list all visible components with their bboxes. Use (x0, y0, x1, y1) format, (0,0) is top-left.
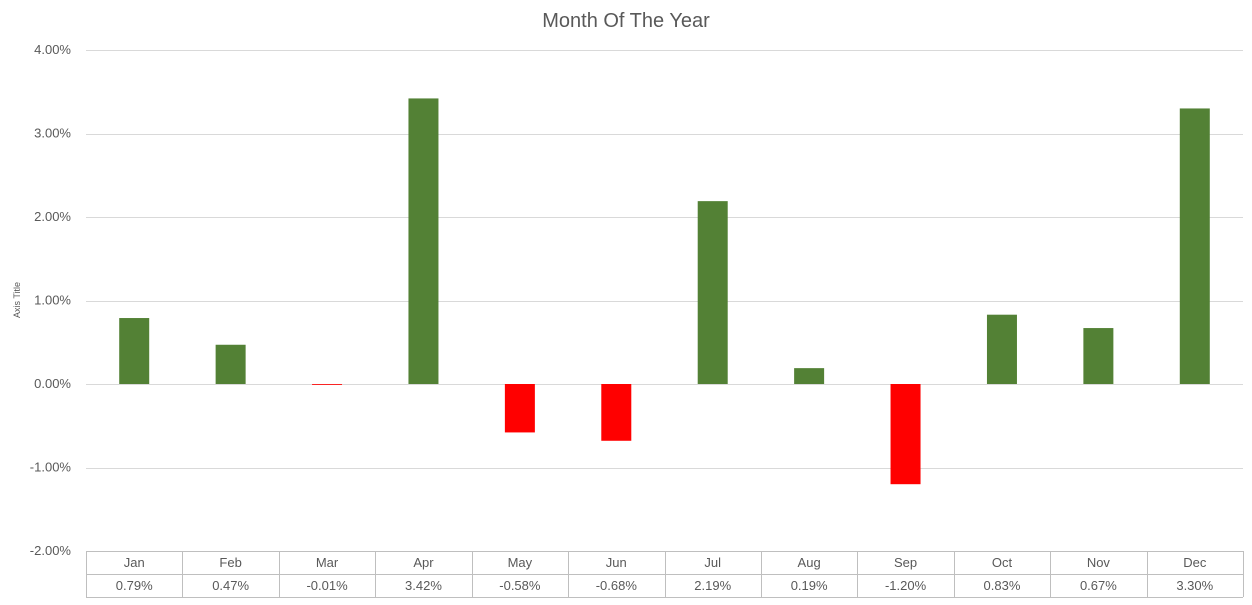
y-axis-title: Axis Title (12, 282, 22, 318)
chart-title: Month Of The Year (542, 10, 710, 32)
data-table-value: -1.20% (885, 578, 927, 593)
bar (986, 314, 1017, 384)
data-table-value: 0.47% (212, 578, 249, 593)
gridlines (86, 50, 1243, 469)
bar (312, 384, 343, 385)
data-table-value: 3.42% (405, 578, 442, 593)
bar (1179, 108, 1210, 384)
y-axis-ticks: 4.00% 3.00% 2.00% 1.00% 0.00% -1.00% -2.00% (30, 42, 72, 558)
x-category-label: Aug (798, 555, 821, 570)
bar (794, 368, 825, 384)
y-tick-label: 4.00% (34, 42, 71, 57)
x-category-label: Dec (1183, 555, 1207, 570)
bar (215, 344, 246, 384)
x-category-label: Sep (894, 555, 917, 570)
y-tick-label: 2.00% (34, 209, 71, 224)
x-category-label: Jul (704, 555, 721, 570)
x-category-label: Jun (606, 555, 627, 570)
data-table-value: 2.19% (694, 578, 731, 593)
x-category-label: Feb (219, 555, 241, 570)
data-table-value: 0.19% (791, 578, 828, 593)
bar (1083, 328, 1114, 384)
data-table-value: -0.68% (596, 578, 638, 593)
data-table-value: 3.30% (1176, 578, 1213, 593)
data-table: Jan 0.79% Feb 0.47% Mar -0.01% Apr 3.42% May -0.5… (86, 551, 1244, 598)
data-table-value: -0.58% (499, 578, 541, 593)
x-category-label: May (508, 555, 533, 570)
x-category-label: Oct (992, 555, 1013, 570)
x-category-label: Apr (413, 555, 434, 570)
bars (119, 98, 1210, 485)
y-tick-label: -1.00% (30, 460, 72, 475)
bar (408, 98, 439, 385)
bar (890, 384, 921, 485)
y-tick-label: -2.00% (30, 543, 72, 558)
x-category-label: Jan (124, 555, 145, 570)
data-table-value: 0.67% (1080, 578, 1117, 593)
bar (697, 201, 728, 384)
y-tick-label: 3.00% (34, 126, 71, 141)
data-table-value: 0.79% (116, 578, 153, 593)
y-tick-label: 1.00% (34, 293, 71, 308)
y-tick-label: 0.00% (34, 376, 71, 391)
bar (601, 384, 632, 441)
x-category-label: Mar (316, 555, 339, 570)
bar (504, 384, 535, 433)
data-table-value: 0.83% (984, 578, 1021, 593)
x-category-label: Nov (1087, 555, 1111, 570)
data-table-value: -0.01% (306, 578, 348, 593)
bar (119, 318, 150, 384)
